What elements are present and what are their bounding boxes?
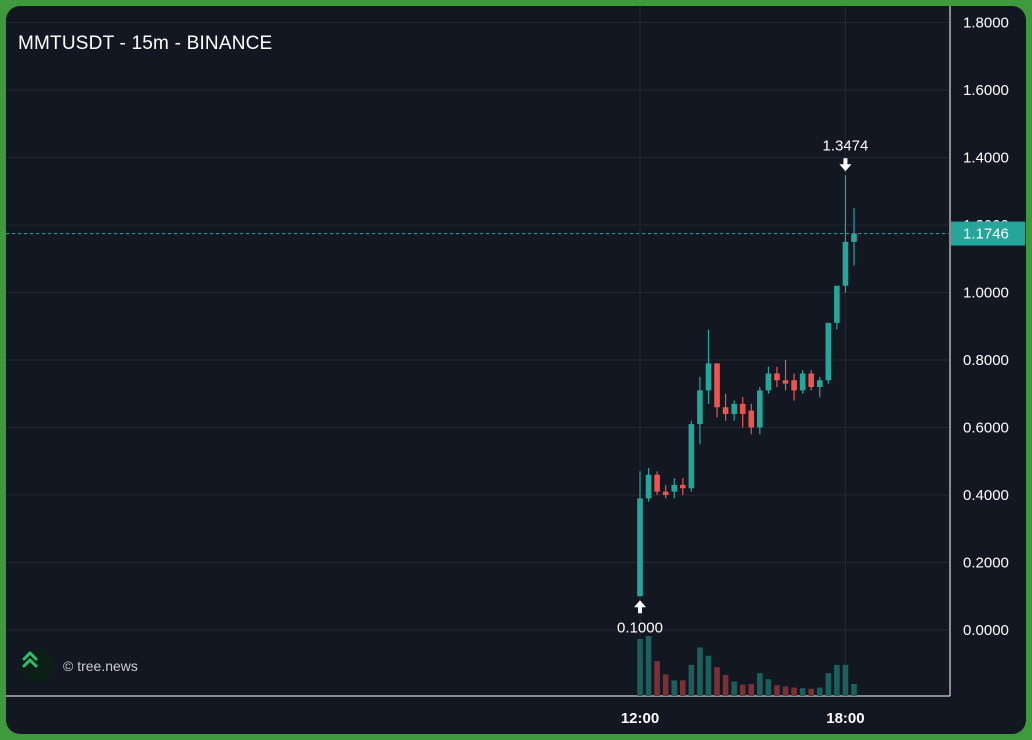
volume-bar [851, 684, 857, 696]
y-tick-label: 0.8000 [963, 352, 1009, 369]
candle-body [722, 407, 729, 414]
chart-frame: 1.80001.60001.40001.20001.00000.80000.60… [6, 6, 1026, 734]
volume-bar [774, 685, 780, 696]
y-tick-label: 1.6000 [963, 82, 1009, 99]
candle-body [791, 380, 797, 391]
low-price-label: 0.1000 [617, 619, 663, 636]
volume-bar [714, 667, 720, 696]
candle-body [834, 285, 840, 323]
candle-body [654, 474, 660, 492]
candle-body [782, 380, 789, 384]
candle-body [765, 373, 772, 391]
watermark-text: © tree.news [63, 658, 138, 674]
candle-body [645, 474, 652, 499]
candle-body [671, 484, 678, 492]
volume-bar [637, 639, 643, 696]
volume-bar [680, 680, 686, 696]
candle-body [816, 380, 823, 387]
volume-bar [791, 687, 797, 696]
candle-body [748, 410, 755, 428]
candle-body [757, 390, 763, 428]
volume-bar [816, 687, 823, 696]
volume-bar [705, 655, 712, 696]
volume-bar [842, 664, 849, 696]
volume-bar [722, 675, 729, 696]
volume-bar [654, 661, 660, 696]
watermark: © tree.news [21, 649, 138, 683]
volume-bar [739, 684, 746, 696]
volume-bar [834, 664, 840, 696]
volume-bar [688, 664, 695, 696]
volume-bar [697, 647, 703, 696]
volume-bar [731, 681, 737, 696]
y-tick-label: 0.0000 [963, 622, 1009, 639]
arrow-up-icon [634, 600, 646, 614]
volume-bar [799, 688, 806, 696]
volume-bar [645, 636, 652, 696]
chart-title: MMTUSDT - 15m - BINANCE [18, 33, 273, 54]
candle-body [714, 363, 720, 408]
y-tick-label: 1.8000 [963, 15, 1009, 32]
volume-bar [825, 673, 832, 696]
volume-bar [765, 679, 772, 696]
volume-bar [662, 674, 669, 696]
y-tick-label: 0.2000 [963, 555, 1009, 572]
candle-body [825, 322, 832, 381]
volume-bar [671, 680, 678, 696]
candle-body [680, 484, 686, 489]
y-tick-label: 1.4000 [963, 150, 1009, 167]
volume-bar [748, 684, 755, 696]
volume-bar [757, 673, 763, 696]
volume-bar [782, 686, 789, 696]
candle-body [705, 363, 712, 391]
candle-body [697, 390, 703, 425]
y-tick-label: 1.0000 [963, 285, 1009, 302]
candle-body [851, 233, 857, 242]
candle-body [739, 403, 746, 414]
candle-body [637, 498, 643, 597]
volume-bar [808, 688, 814, 696]
arrow-down-icon [839, 158, 852, 172]
candlestick-chart[interactable]: 1.80001.60001.40001.20001.00000.80000.60… [6, 6, 1026, 734]
candle-body [662, 491, 669, 495]
candle-body [688, 424, 695, 489]
candle-body [774, 373, 780, 381]
last-price-tag [951, 221, 1025, 246]
candle-body [799, 373, 806, 391]
double-chevron-up-icon [21, 649, 55, 683]
high-price-label: 1.3474 [822, 137, 868, 154]
candle-body [842, 241, 849, 286]
candle-body [808, 373, 814, 387]
x-tick-label: 18:00 [826, 710, 864, 727]
x-tick-label: 12:00 [621, 710, 659, 727]
y-tick-label: 0.4000 [963, 487, 1009, 504]
candle-body [731, 403, 737, 414]
last-price-label: 1.1746 [963, 226, 1009, 243]
y-tick-label: 0.6000 [963, 420, 1009, 437]
